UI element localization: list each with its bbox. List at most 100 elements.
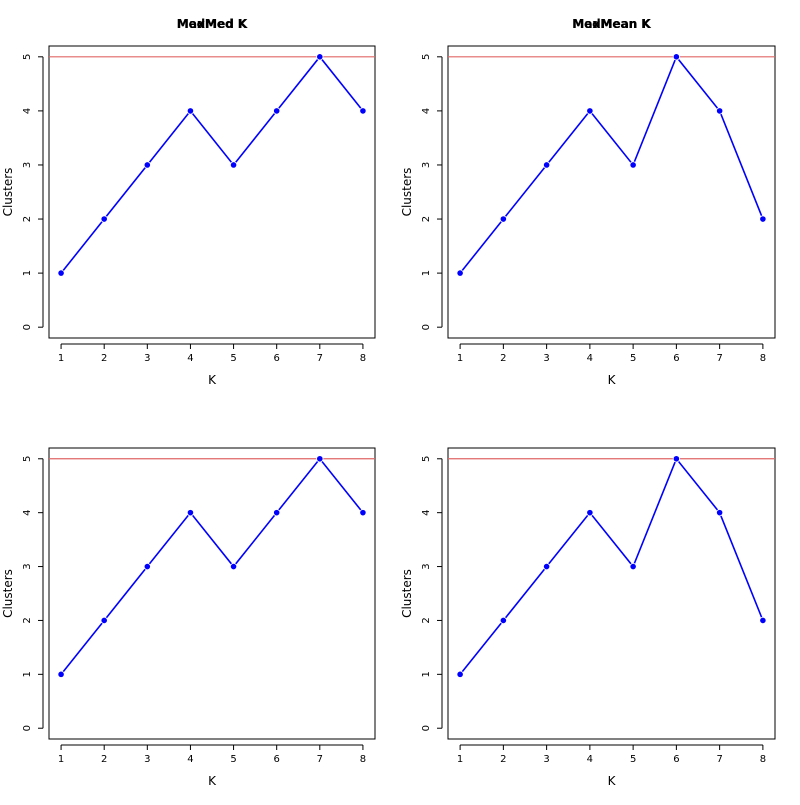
data-point	[759, 215, 767, 223]
y-tick-label: 0	[421, 324, 432, 330]
x-tick-label: 4	[187, 754, 193, 765]
x-tick-label: 8	[760, 353, 766, 364]
y-tick-label: 1	[421, 270, 432, 276]
x-tick-label: 6	[673, 754, 679, 765]
data-point	[499, 616, 507, 625]
y-axis-label: Clusters	[400, 168, 414, 217]
y-tick-label: 2	[22, 617, 33, 623]
y-tick-label: 5	[22, 456, 33, 462]
x-tick-label: 1	[457, 353, 463, 364]
data-point	[100, 215, 108, 223]
series-line	[60, 55, 364, 274]
x-tick-label: 8	[360, 353, 366, 364]
data-point	[359, 509, 367, 517]
y-tick-label: 1	[22, 671, 33, 677]
data-point	[143, 161, 151, 169]
x-tick-label: 4	[187, 353, 193, 364]
x-axis-label: K	[608, 774, 617, 788]
x-tick-label: 3	[144, 353, 150, 364]
x-tick-label: 8	[360, 754, 366, 765]
data-point	[629, 161, 637, 169]
data-point	[499, 215, 507, 223]
x-tick-label: 5	[630, 353, 636, 364]
x-tick-label: 5	[230, 754, 236, 765]
data-point	[229, 562, 238, 571]
x-tick-label: 6	[273, 353, 279, 364]
x-tick-label: 4	[587, 353, 593, 364]
x-tick-label: 5	[230, 353, 236, 364]
data-point	[716, 107, 724, 115]
data-point	[186, 107, 195, 115]
x-tick-label: 1	[58, 754, 64, 765]
data-point	[543, 161, 551, 169]
y-tick-label: 4	[22, 108, 33, 114]
y-axis-label: Clusters	[1, 168, 15, 217]
data-point	[229, 161, 238, 169]
x-tick-label: 3	[144, 754, 150, 765]
chart-panel-3: MaxMed K 1 2 3 4 5 6 7 8 0 1 2 3 4 5 K Clusters	[1, 17, 376, 788]
y-tick-label: 0	[421, 725, 432, 731]
data-point	[672, 455, 680, 463]
panel-title: MedMean K	[572, 17, 652, 31]
x-tick-label: 3	[543, 754, 549, 765]
data-point	[100, 616, 108, 625]
chart-panel-1: MedMed K 1 2 3 4 5 6 7 8 0 1 2 3 4 5 K Clusters	[1, 17, 376, 387]
data-point	[57, 670, 65, 678]
x-axis-label: K	[608, 373, 617, 387]
y-tick-label: 5	[421, 456, 432, 462]
x-tick-label: 2	[500, 754, 506, 765]
data-point	[273, 107, 281, 115]
plot-frame	[447, 447, 776, 740]
x-tick-label: 3	[543, 353, 549, 364]
chart-panel-2: MedMean K 1 2 3 4 5 6 7 8 0 1 2 3 4 5 K Clusters	[400, 17, 776, 387]
data-point	[759, 616, 767, 625]
x-tick-label: 6	[673, 353, 679, 364]
x-tick-label: 8	[760, 754, 766, 765]
y-tick-label: 2	[421, 617, 432, 623]
data-point	[273, 509, 281, 517]
data-point	[672, 53, 680, 61]
y-tick-label: 4	[22, 509, 33, 515]
series-line	[60, 457, 364, 675]
y-tick-label: 3	[22, 162, 33, 168]
panel-title: MedMed K	[177, 17, 249, 31]
x-tick-label: 1	[58, 353, 64, 364]
x-tick-label: 2	[500, 353, 506, 364]
x-tick-label: 4	[587, 754, 593, 765]
y-tick-label: 0	[22, 324, 33, 330]
series-line	[459, 55, 764, 274]
x-tick-label: 1	[457, 754, 463, 765]
x-tick-label: 6	[273, 754, 279, 765]
y-tick-label: 3	[22, 563, 33, 569]
y-tick-label: 3	[421, 563, 432, 569]
data-point	[543, 562, 551, 571]
data-point	[186, 509, 195, 517]
y-tick-label: 5	[421, 54, 432, 60]
y-tick-label: 3	[421, 162, 432, 168]
y-tick-label: 2	[22, 216, 33, 222]
plot-frame	[48, 45, 376, 339]
plot-frame	[48, 447, 376, 740]
data-point	[629, 562, 637, 571]
data-point	[586, 107, 594, 115]
chart-panel-4: MaxMean K 1 2 3 4 5 6 7 8 0 1 2 3 4 5 K Clusters	[400, 17, 776, 788]
data-point	[586, 509, 594, 517]
data-point	[456, 670, 464, 678]
data-point	[316, 53, 324, 61]
y-axis-label: Clusters	[400, 569, 414, 618]
panel-title: MaxMed K	[177, 17, 248, 31]
y-tick-label: 0	[22, 725, 33, 731]
y-tick-label: 1	[22, 270, 33, 276]
x-tick-label: 7	[317, 353, 323, 364]
x-tick-label: 7	[716, 353, 722, 364]
x-tick-label: 5	[630, 754, 636, 765]
y-tick-label: 4	[421, 509, 432, 515]
y-tick-label: 2	[421, 216, 432, 222]
x-tick-label: 7	[716, 754, 722, 765]
x-tick-label: 2	[101, 353, 107, 364]
y-tick-label: 1	[421, 671, 432, 677]
data-point	[359, 107, 367, 115]
data-point	[456, 269, 464, 277]
